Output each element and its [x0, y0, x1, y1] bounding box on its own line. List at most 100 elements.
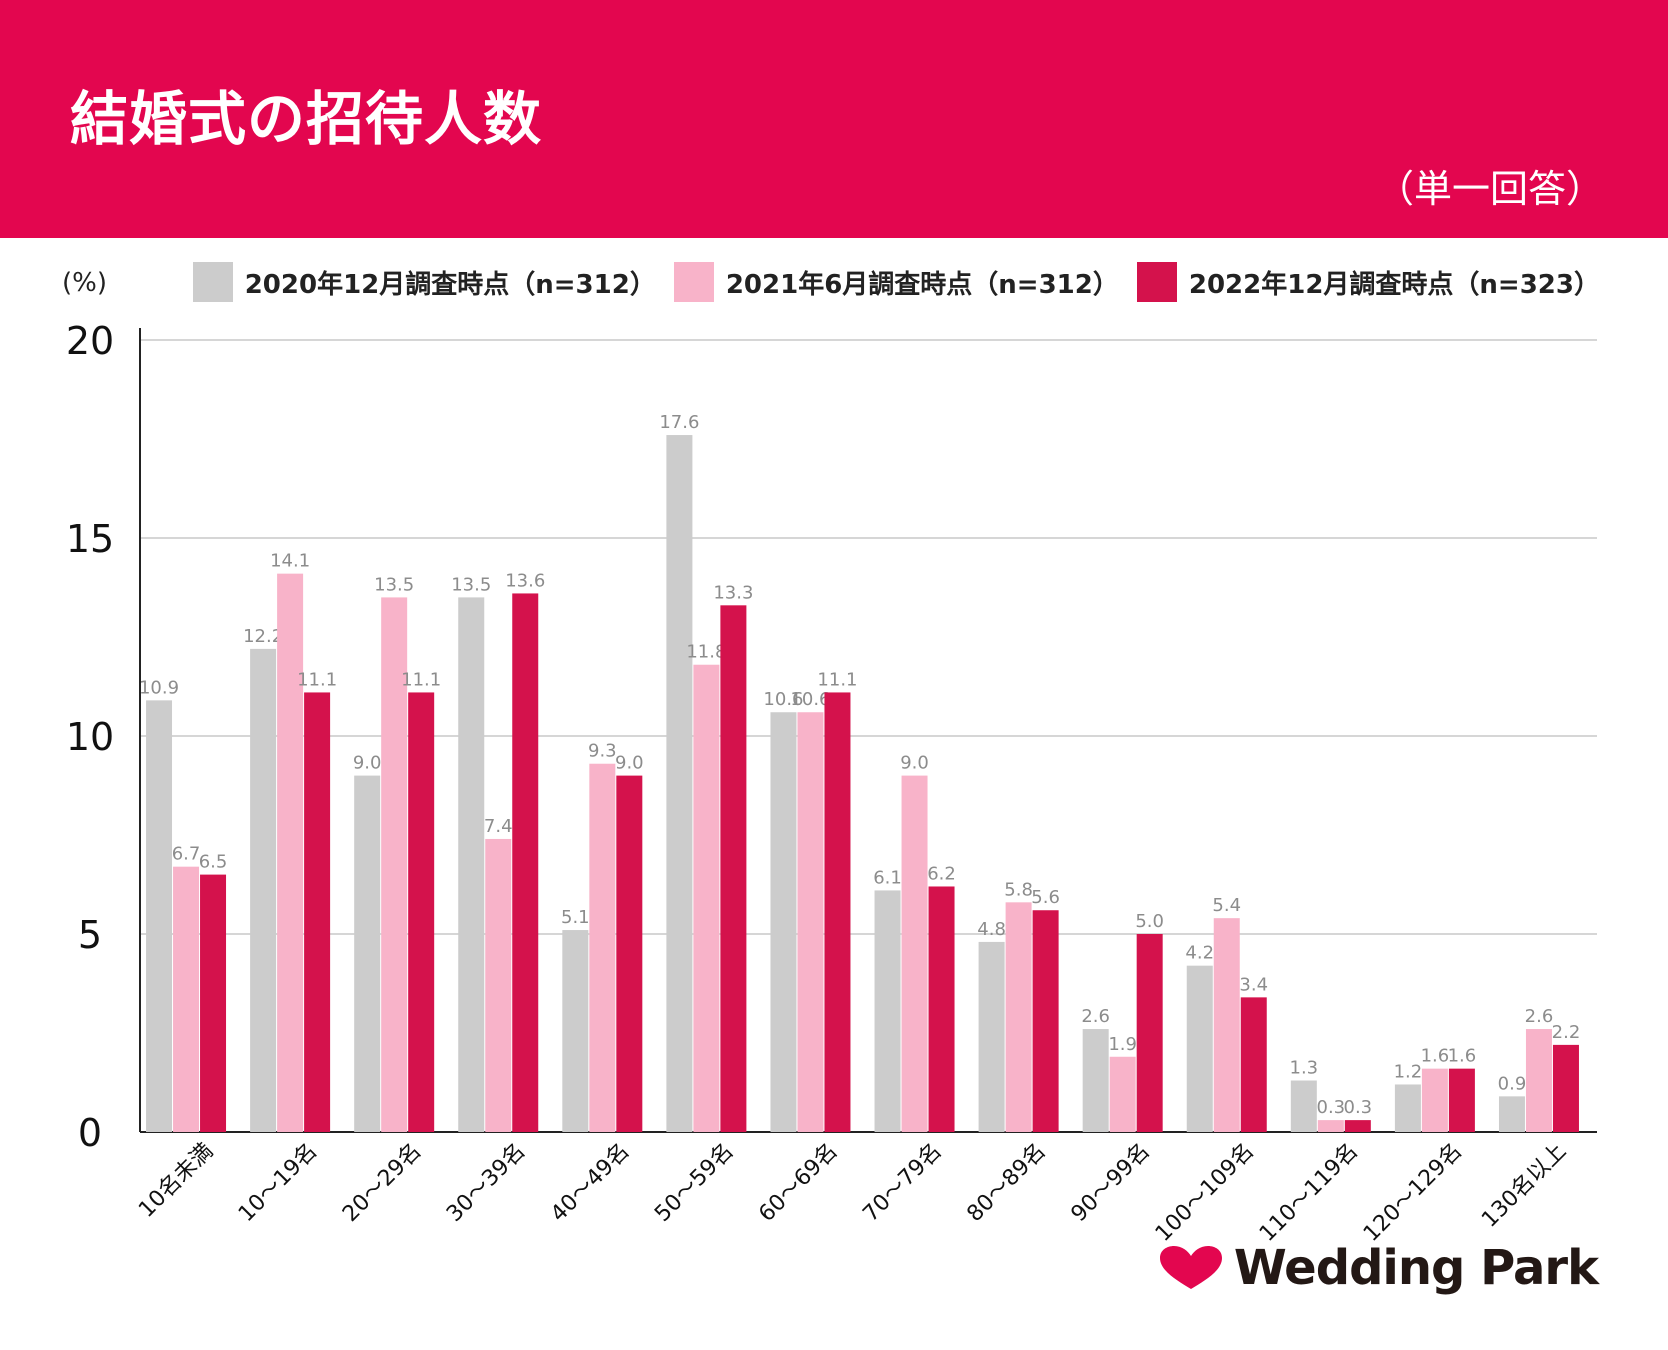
bar — [666, 435, 693, 1132]
data-label: 3.4 — [1239, 974, 1268, 995]
data-label: 17.6 — [659, 412, 699, 433]
page-title: 結婚式の招待人数 — [70, 85, 543, 153]
y-tick-label: 15 — [66, 517, 114, 561]
bar — [770, 712, 797, 1132]
data-label: 13.5 — [451, 574, 491, 595]
heart-icon — [1159, 1246, 1222, 1289]
x-tick-label: 70～79名 — [858, 1139, 946, 1227]
bar — [616, 775, 643, 1132]
x-tick-label: 60～69名 — [754, 1139, 842, 1227]
data-label: 9.0 — [353, 753, 382, 774]
data-label: 10.6 — [763, 689, 803, 710]
data-label: 0.9 — [1498, 1073, 1527, 1094]
y-tick-label: 0 — [78, 1111, 102, 1155]
x-tick-label: 50～59名 — [650, 1139, 738, 1227]
x-tick-label: 40～49名 — [546, 1139, 634, 1227]
legend-item-2022: 2022年12月調査時点（n=323） — [1136, 262, 1600, 302]
data-label: 4.8 — [977, 919, 1006, 940]
data-label: 13.5 — [374, 574, 414, 595]
data-label: 6.2 — [927, 863, 956, 884]
data-label: 11.1 — [817, 669, 857, 690]
page-subtitle: （単一回答） — [1375, 167, 1604, 211]
bar — [1448, 1068, 1475, 1132]
data-label: 7.4 — [484, 816, 513, 837]
data-label: 1.6 — [1448, 1046, 1477, 1067]
x-tick-label: 90～99名 — [1067, 1139, 1155, 1227]
bar — [1552, 1044, 1579, 1132]
data-label: 1.9 — [1108, 1034, 1137, 1055]
bar — [1344, 1120, 1371, 1132]
data-label: 9.0 — [615, 753, 644, 774]
bar — [562, 930, 589, 1132]
bar — [901, 775, 928, 1132]
logo-text: Wedding Park — [1233, 1240, 1599, 1296]
data-label: 5.8 — [1004, 879, 1033, 900]
data-label: 1.2 — [1394, 1061, 1423, 1082]
bar — [1240, 997, 1267, 1132]
y-axis-unit-label: (%) — [62, 268, 107, 298]
legend-item-2021: 2021年6月調査時点（n=312） — [673, 262, 1119, 302]
data-label: 9.0 — [900, 753, 929, 774]
bar — [512, 593, 539, 1132]
data-label: 5.0 — [1135, 911, 1164, 932]
data-label: 12.2 — [243, 626, 283, 647]
bar — [1421, 1068, 1448, 1132]
bar — [304, 692, 331, 1132]
legend-swatch-2021 — [673, 262, 714, 302]
bar — [1394, 1084, 1421, 1132]
chart-legend: 2020年12月調査時点（n=312） 2021年6月調査時点（n=312） 2… — [175, 262, 1600, 302]
data-label: 11.1 — [401, 669, 441, 690]
bar — [146, 700, 173, 1132]
bar — [1186, 965, 1213, 1132]
x-tick-label: 130名以上 — [1477, 1139, 1571, 1233]
data-label: 11.8 — [686, 642, 726, 663]
legend-label-2021: 2021年6月調査時点（n=312） — [725, 269, 1119, 300]
bar — [693, 664, 720, 1132]
data-label: 1.6 — [1421, 1046, 1450, 1067]
x-tick-label: 10名未満 — [134, 1139, 218, 1223]
data-label: 6.5 — [199, 852, 228, 873]
bar — [408, 692, 435, 1132]
data-label: 14.1 — [270, 551, 310, 572]
bar — [200, 874, 227, 1132]
bar — [485, 838, 512, 1132]
data-label: 13.3 — [713, 582, 753, 603]
bar — [277, 573, 304, 1132]
y-tick-label: 5 — [78, 913, 102, 957]
data-label: 5.6 — [1031, 887, 1060, 908]
bar — [250, 648, 277, 1132]
data-label: 4.2 — [1185, 943, 1214, 964]
bar — [1005, 902, 1032, 1132]
x-tick-label: 20～29名 — [338, 1139, 426, 1227]
data-label: 10.6 — [790, 689, 830, 710]
bar — [354, 775, 381, 1132]
bar — [824, 692, 851, 1132]
data-label: 2.6 — [1081, 1006, 1110, 1027]
x-tick-label: 30～39名 — [442, 1139, 530, 1227]
x-tick-label: 100～109名 — [1151, 1139, 1259, 1247]
bar — [1213, 918, 1240, 1132]
data-label: 9.3 — [588, 741, 617, 762]
bar — [1525, 1029, 1552, 1132]
data-label: 5.4 — [1212, 895, 1241, 916]
legend-item-2020: 2020年12月調査時点（n=312） — [192, 262, 656, 302]
x-tick-label: 10～19名 — [234, 1139, 322, 1227]
header-banner: 結婚式の招待人数 （単一回答） — [0, 0, 1668, 238]
data-label: 10.9 — [139, 677, 179, 698]
legend-label-2022: 2022年12月調査時点（n=323） — [1188, 269, 1600, 300]
data-label: 5.1 — [561, 907, 590, 928]
bar — [1290, 1080, 1317, 1132]
bar — [978, 941, 1005, 1132]
legend-swatch-2020 — [192, 262, 233, 302]
bar — [458, 597, 485, 1132]
bar — [928, 886, 955, 1132]
bar — [173, 866, 200, 1132]
y-tick-label: 20 — [66, 319, 114, 363]
bar — [589, 763, 616, 1132]
x-tick-label: 110～119名 — [1255, 1139, 1363, 1247]
y-tick-label: 10 — [66, 715, 114, 759]
data-label: 6.1 — [873, 867, 902, 888]
data-label: 1.3 — [1290, 1058, 1319, 1079]
data-label: 2.2 — [1552, 1022, 1581, 1043]
